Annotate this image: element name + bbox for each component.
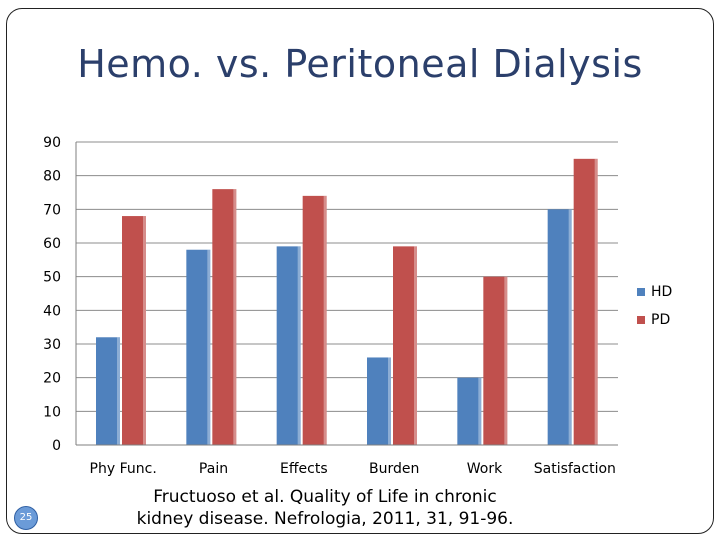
bar-edge-pd-5 [594,158,598,446]
bar-edge-pd-2 [323,195,327,445]
y-tick-label-40: 40 [43,303,61,319]
bar-pd-5 [573,158,598,446]
y-tick-label-90: 90 [43,135,61,151]
x-tick-label-0: Phy Func. [90,461,157,477]
legend-item-pd: PD [637,312,670,328]
y-tick-label-10: 10 [43,404,61,420]
y-tick-label-30: 30 [43,337,61,353]
bar-pd-0 [122,216,146,445]
bar-hd-4 [457,377,482,445]
bar-pd-4 [483,276,508,445]
bar-pd-1 [212,189,237,445]
bar-pd-2 [302,195,327,445]
y-tick-label-80: 80 [43,169,61,185]
legend-swatch-pd [637,316,645,324]
bar-hd-1 [186,249,211,445]
x-tick-label-2: Effects [280,461,328,477]
legend-label-hd: HD [651,284,673,300]
bar-edge-pd-4 [504,276,508,445]
citation: Fructuoso et al. Quality of Life in chro… [120,486,530,530]
bar-edge-pd-3 [414,246,417,445]
x-tick-label-5: Satisfaction [534,461,616,477]
bar-edge-pd-0 [143,216,146,445]
legend-label-pd: PD [651,312,671,328]
bar-pd-3 [393,246,417,445]
citation-line-1: Fructuoso et al. Quality of Life in chro… [153,487,497,507]
y-tick-label-20: 20 [43,371,61,387]
bar-hd-2 [276,246,301,445]
slide-frame [6,8,714,534]
legend-swatch-hd [637,288,645,296]
bar-hd-5 [547,209,572,445]
bars [96,158,598,446]
legend-item-hd: HD [637,284,672,300]
y-tick-label-70: 70 [43,202,61,218]
x-tick-label-3: Burden [369,461,419,477]
bar-edge-pd-1 [233,189,237,445]
bar-edge-hd-3 [388,357,391,445]
y-tick-label-50: 50 [43,270,61,286]
bar-hd-0 [96,337,120,445]
bar-edge-hd-2 [297,246,301,445]
y-tick-label-0: 0 [52,438,61,454]
bar-edge-hd-0 [117,337,120,445]
bar-hd-3 [367,357,391,445]
x-tick-label-1: Pain [199,461,228,477]
bar-edge-hd-4 [478,377,482,445]
slide-title: Hemo. vs. Peritoneal Dialysis [77,42,643,86]
y-tick-label-60: 60 [43,236,61,252]
x-tick-label-4: Work [467,461,503,477]
bar-edge-hd-5 [568,209,572,445]
gridlines [76,141,618,412]
axes: 0 10 20 30 40 50 60 70 80 90 Phy Func. Pain Effects B… [43,135,618,477]
bar-edge-hd-1 [207,249,211,445]
slide-number: 25 [14,506,38,530]
citation-line-2: kidney disease. Nefrologia, 2011, 31, 91… [136,509,514,529]
